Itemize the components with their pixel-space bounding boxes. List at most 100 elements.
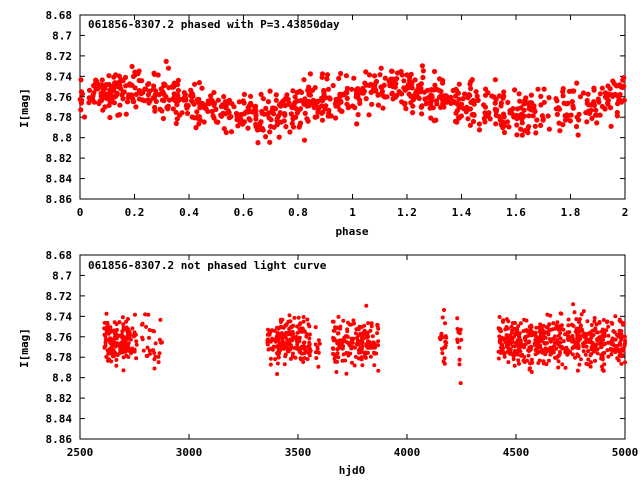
unphased-data-point <box>285 340 290 345</box>
unphased-data-point <box>546 358 551 363</box>
unphased-data-point <box>346 320 350 325</box>
unphased-data-point <box>574 327 579 332</box>
unphased-data-point <box>533 339 538 344</box>
unphased-data-point <box>375 324 380 328</box>
phased-data-point <box>106 92 112 98</box>
unphased-data-point <box>556 359 561 364</box>
phased-y-tick-label: 8.82 <box>46 152 73 165</box>
phased-data-point <box>473 89 479 95</box>
phased-y-tick-label: 8.84 <box>46 173 73 186</box>
unphased-data-point <box>134 342 139 347</box>
unphased-data-point <box>558 344 563 349</box>
phased-data-point <box>278 103 284 109</box>
phased-data-point <box>389 90 395 96</box>
phased-data-point <box>517 98 523 104</box>
unphased-data-point <box>147 348 152 353</box>
phased-data-point <box>294 98 300 104</box>
unphased-data-point <box>525 358 530 363</box>
phased-data-point <box>381 82 387 88</box>
phased-data-point <box>248 102 254 108</box>
unphased-data-point <box>132 330 137 335</box>
phased-data-point <box>541 86 547 92</box>
phased-data-point <box>363 69 369 75</box>
unphased-data-point <box>134 356 139 361</box>
phased-data-point <box>409 85 415 91</box>
unphased-data-point <box>333 353 338 358</box>
unphased-data-point <box>527 345 532 350</box>
phased-data-point <box>114 90 120 96</box>
unphased-data-point <box>553 334 557 339</box>
unphased-x-tick-label: 4500 <box>503 446 530 459</box>
unphased-data-point <box>605 320 609 325</box>
unphased-data-point <box>613 314 618 319</box>
phased-data-point <box>462 91 468 97</box>
unphased-data-point <box>506 335 511 339</box>
phased-panel: 061856-8307.2 phased with P=3.43850day p… <box>18 9 628 238</box>
phased-data-point <box>585 102 592 108</box>
unphased-data-point <box>341 352 346 357</box>
phased-y-tick-label: 8.72 <box>46 50 73 63</box>
unphased-data-point <box>621 348 626 353</box>
phased-data-point <box>419 111 425 117</box>
unphased-data-point <box>152 357 157 362</box>
phased-data-point <box>248 93 254 99</box>
phased-data-point <box>377 72 383 78</box>
unphased-data-point <box>518 353 523 358</box>
unphased-data-point <box>459 337 464 342</box>
phased-data-point <box>333 103 339 109</box>
unphased-data-point <box>583 340 588 345</box>
unphased-y-tick-label: 8.74 <box>46 310 73 323</box>
phased-data-point <box>366 82 373 88</box>
phased-data-point <box>605 91 611 97</box>
phased-data-point <box>323 103 329 109</box>
phased-data-point <box>482 119 488 125</box>
unphased-data-point <box>594 322 599 327</box>
unphased-data-point <box>317 341 322 346</box>
unphased-axis-ticks: 2500 3000 3500 4000 4500 5000 8.68 8.7 8.72 8.74 8… <box>46 249 639 459</box>
phased-data-point <box>319 103 325 109</box>
unphased-data-point <box>593 326 598 331</box>
unphased-x-tick-label: 2500 <box>67 446 94 459</box>
phased-data-point <box>237 118 243 125</box>
phased-data-point <box>523 95 529 101</box>
phased-data-point <box>470 97 476 104</box>
unphased-data-point <box>558 331 563 335</box>
phased-data-point <box>93 77 99 83</box>
unphased-data-point <box>157 337 162 342</box>
unphased-data-point <box>364 334 369 339</box>
unphased-data-point <box>590 328 595 333</box>
unphased-data-point <box>526 340 531 345</box>
unphased-data-point <box>506 342 511 347</box>
phased-y-tick-label: 8.68 <box>46 9 73 22</box>
unphased-data-point <box>351 336 356 341</box>
phased-data-point <box>136 77 142 84</box>
unphased-data-point <box>292 315 297 320</box>
unphased-data-point <box>442 356 447 361</box>
unphased-data-point <box>517 347 522 351</box>
unphased-data-point <box>281 325 286 330</box>
phased-y-tick-label: 8.74 <box>46 70 73 83</box>
unphased-data-point <box>291 323 296 328</box>
unphased-data-point <box>151 348 156 353</box>
unphased-data-point <box>619 361 624 366</box>
unphased-data-point <box>561 339 566 344</box>
phased-data-point <box>387 83 393 89</box>
phased-data-point <box>341 92 347 98</box>
phased-data-point <box>516 91 522 97</box>
phased-data-point <box>434 86 440 92</box>
unphased-data-point <box>270 347 275 352</box>
unphased-data-point <box>115 353 120 358</box>
unphased-data-point <box>152 366 157 371</box>
unphased-data-point <box>307 340 312 345</box>
phased-data-point <box>197 100 203 106</box>
unphased-data-point <box>362 323 367 328</box>
phased-data-point <box>166 97 173 103</box>
phased-data-point <box>525 130 531 136</box>
phased-data-point <box>560 89 566 95</box>
unphased-data-point <box>291 335 296 340</box>
unphased-data-point <box>364 342 369 347</box>
unphased-data-point <box>577 362 582 367</box>
unphased-data-point <box>622 341 627 346</box>
unphased-data-point <box>508 351 512 356</box>
phased-data-point <box>184 103 190 109</box>
